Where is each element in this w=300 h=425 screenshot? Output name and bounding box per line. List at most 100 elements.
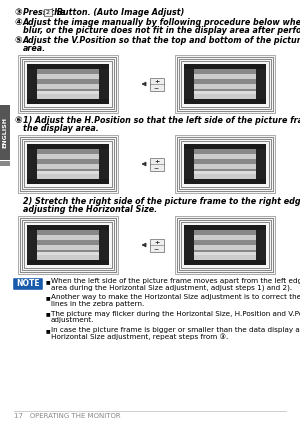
Bar — [37, 250, 99, 255]
Text: ■: ■ — [46, 312, 51, 317]
Bar — [175, 55, 275, 113]
Bar — [184, 260, 266, 265]
Text: area.: area. — [23, 44, 46, 53]
Bar — [37, 171, 99, 174]
Bar — [37, 74, 99, 79]
Bar — [184, 144, 266, 149]
Bar — [37, 179, 99, 184]
Bar — [184, 225, 266, 230]
Bar — [44, 9, 52, 16]
Bar — [184, 64, 194, 104]
Bar — [27, 144, 109, 149]
Text: the display area.: the display area. — [23, 124, 99, 133]
Bar — [194, 245, 256, 250]
Bar — [37, 252, 99, 255]
Bar — [184, 144, 194, 184]
Bar — [194, 235, 256, 240]
Bar — [149, 77, 164, 91]
Bar — [184, 179, 266, 184]
Text: −: − — [154, 85, 159, 90]
Text: adjusting the Horizontal Size.: adjusting the Horizontal Size. — [23, 205, 157, 214]
Bar — [194, 250, 256, 255]
Text: ■: ■ — [46, 279, 51, 284]
Bar — [18, 216, 118, 274]
Bar — [194, 69, 256, 74]
Bar — [27, 225, 109, 230]
Bar — [194, 99, 256, 104]
Bar — [149, 238, 164, 252]
Bar — [24, 61, 112, 107]
Bar — [20, 57, 116, 111]
Bar — [194, 169, 256, 174]
Text: ⑤: ⑤ — [14, 36, 22, 45]
Text: ENGLISH: ENGLISH — [2, 117, 8, 148]
Text: ③: ③ — [14, 8, 22, 17]
Bar — [194, 79, 256, 84]
Bar — [194, 164, 256, 169]
Text: Another way to make the Horizontal Size adjustment is to correct the vertical wa: Another way to make the Horizontal Size … — [51, 294, 300, 300]
Bar — [194, 240, 256, 245]
Text: ■: ■ — [46, 328, 51, 333]
Bar — [184, 144, 266, 184]
Bar — [18, 55, 118, 113]
Bar — [181, 61, 269, 107]
Bar — [194, 174, 256, 179]
Text: +: + — [154, 79, 159, 83]
Text: Adjust the V.Position so that the top and bottom of the picture frame will fit t: Adjust the V.Position so that the top an… — [23, 36, 300, 45]
Bar — [37, 144, 99, 149]
Bar — [27, 225, 109, 265]
Text: In case the picture frame is bigger or smaller than the data display area after : In case the picture frame is bigger or s… — [51, 327, 300, 333]
Bar — [37, 174, 99, 179]
Bar — [37, 94, 99, 99]
Bar — [194, 94, 256, 99]
Bar — [20, 137, 116, 191]
Bar — [194, 260, 256, 265]
Bar — [24, 222, 112, 268]
Text: area during the Horizontal Size adjustment, adjust steps 1) and 2).: area during the Horizontal Size adjustme… — [51, 285, 292, 291]
Bar — [256, 64, 266, 104]
Bar — [194, 74, 256, 79]
Bar — [194, 230, 256, 235]
Bar — [27, 99, 109, 104]
Bar — [181, 141, 269, 187]
Bar — [37, 255, 99, 260]
Text: 2: 2 — [46, 10, 50, 15]
Bar — [179, 139, 271, 189]
Text: +: + — [154, 240, 159, 244]
Bar — [37, 230, 99, 235]
Bar — [99, 64, 109, 104]
Bar — [194, 144, 256, 149]
Bar — [99, 225, 109, 265]
Bar — [37, 84, 99, 89]
Bar — [194, 171, 256, 174]
Bar — [184, 225, 194, 265]
Text: blur, or the picture does not fit in the display area after performing the Auto : blur, or the picture does not fit in the… — [23, 26, 300, 35]
Bar — [27, 260, 109, 265]
Bar — [27, 179, 109, 184]
Text: Adjust the image manually by following procedure below when the screen has a fli: Adjust the image manually by following p… — [23, 18, 300, 27]
Text: −: − — [154, 165, 159, 170]
Bar — [37, 154, 99, 159]
Bar — [194, 179, 256, 184]
Bar — [27, 144, 109, 184]
Text: ⑥: ⑥ — [14, 116, 22, 125]
Bar — [20, 218, 116, 272]
Bar — [194, 91, 256, 94]
Bar — [194, 84, 256, 89]
Text: −: − — [154, 246, 159, 251]
Bar — [194, 89, 256, 94]
Bar — [0, 161, 10, 166]
Bar — [177, 218, 273, 272]
Bar — [37, 89, 99, 94]
Bar — [27, 144, 37, 184]
Bar — [184, 64, 266, 69]
Bar — [27, 64, 109, 104]
Bar — [194, 225, 256, 230]
Text: 2) Stretch the right side of the picture frame to the right edge of the display : 2) Stretch the right side of the picture… — [23, 197, 300, 206]
Text: 17   OPERATING THE MONITOR: 17 OPERATING THE MONITOR — [14, 413, 121, 419]
FancyBboxPatch shape — [13, 278, 43, 290]
Bar — [37, 159, 99, 164]
Text: ■: ■ — [46, 295, 51, 300]
Bar — [37, 64, 99, 69]
Bar — [177, 57, 273, 111]
